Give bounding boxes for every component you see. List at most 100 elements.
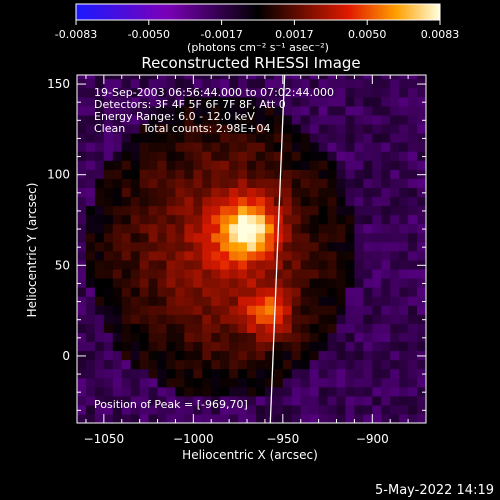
heatmap-cell xyxy=(148,323,159,333)
heatmap-cell xyxy=(264,178,275,188)
heatmap-cell xyxy=(291,241,302,252)
heatmap-cell xyxy=(148,78,159,89)
heatmap-cell xyxy=(193,87,203,98)
heatmap-cell xyxy=(408,133,418,143)
heatmap-cell xyxy=(309,223,320,234)
heatmap-cell xyxy=(166,395,177,406)
heatmap-cell xyxy=(381,105,391,116)
heatmap-cell xyxy=(255,105,266,116)
heatmap-cell xyxy=(336,241,347,252)
heatmap-cell xyxy=(139,223,150,234)
heatmap-cell xyxy=(318,178,329,188)
heatmap-cell xyxy=(85,268,96,279)
heatmap-cell xyxy=(318,241,329,252)
heatmap-cell xyxy=(345,133,356,143)
colorbar-gradient xyxy=(75,3,441,21)
heatmap-cell xyxy=(220,178,230,188)
heatmap-cell xyxy=(408,287,418,297)
heatmap-cell xyxy=(309,250,320,261)
heatmap-cell xyxy=(202,133,212,143)
heatmap-cell xyxy=(121,350,132,361)
heatmap-cell xyxy=(211,142,221,152)
heatmap-cell xyxy=(175,187,185,198)
heatmap-cell xyxy=(408,187,418,198)
heatmap-cell xyxy=(282,413,293,423)
heatmap-cell xyxy=(85,305,96,315)
heatmap-cell xyxy=(390,96,400,107)
heatmap-cell xyxy=(363,368,373,379)
heatmap-cell xyxy=(345,368,356,379)
heatmap-cell xyxy=(300,75,311,80)
footer-date: 5-May-2022 14:19 xyxy=(375,483,494,498)
heatmap-cell xyxy=(238,241,248,252)
heatmap-cell xyxy=(363,96,373,107)
heatmap-cell xyxy=(247,386,257,397)
heatmap-cell xyxy=(139,296,150,306)
heatmap-cell xyxy=(408,123,418,134)
heatmap-cell xyxy=(94,341,105,352)
heatmap-cell xyxy=(77,305,87,315)
heatmap-cell xyxy=(130,223,141,234)
heatmap-cell xyxy=(202,368,212,379)
heatmap-cell xyxy=(264,332,275,343)
heatmap-cell xyxy=(166,413,177,423)
heatmap-cell xyxy=(264,341,275,352)
heatmap-cell xyxy=(103,413,114,423)
heatmap-cell xyxy=(309,259,320,270)
heatmap-cell xyxy=(345,214,356,225)
heatmap-cell xyxy=(327,259,338,270)
heatmap-cell xyxy=(354,114,364,125)
heatmap-cell xyxy=(255,178,266,188)
heatmap-cell xyxy=(327,268,338,279)
heatmap-cell xyxy=(166,142,177,152)
heatmap-cell xyxy=(175,232,185,243)
heatmap-cell xyxy=(238,133,248,143)
heatmap-cell xyxy=(309,368,320,379)
heatmap-cell xyxy=(238,196,248,207)
colorbar-ticks xyxy=(75,20,441,25)
heatmap-cell xyxy=(327,223,338,234)
colorbar-tick-label: 0.0083 xyxy=(421,28,460,41)
heatmap-cell xyxy=(157,259,168,270)
heatmap-cell xyxy=(300,377,311,388)
heatmap-cell xyxy=(130,133,141,143)
heatmap-cell xyxy=(77,386,87,397)
heatmap-cell xyxy=(157,413,168,423)
heatmap-cell xyxy=(166,278,177,288)
heatmap-cell xyxy=(336,187,347,198)
heatmap-cell xyxy=(255,395,266,406)
heatmap-cell xyxy=(336,232,347,243)
heatmap-cell xyxy=(363,214,373,225)
heatmap-cell xyxy=(112,368,123,379)
heatmap-cell xyxy=(157,123,168,134)
heatmap-cell xyxy=(184,133,194,143)
heatmap-cell xyxy=(255,78,266,89)
heatmap-cell xyxy=(112,123,123,134)
heatmap-cell xyxy=(399,78,409,89)
heatmap-cell xyxy=(175,123,185,134)
heatmap-cell xyxy=(94,105,105,116)
heatmap-cell xyxy=(300,196,311,207)
plot-title: Reconstructed RHESSI Image xyxy=(141,54,360,72)
heatmap-cell xyxy=(175,268,185,279)
heatmap-cell xyxy=(282,105,293,116)
heatmap-cell xyxy=(220,196,230,207)
heatmap-cell xyxy=(291,268,302,279)
heatmap-cell xyxy=(318,160,329,170)
heatmap-cell xyxy=(157,359,168,370)
heatmap-cell xyxy=(77,87,87,98)
heatmap-cell xyxy=(166,368,177,379)
heatmap-cell xyxy=(291,413,302,423)
heatmap-cell xyxy=(238,123,248,134)
heatmap-cell xyxy=(345,205,356,216)
heatmap-cell xyxy=(399,160,409,170)
colorbar-tick-label: 0.0017 xyxy=(275,28,314,41)
heatmap-cell xyxy=(381,305,391,315)
heatmap-cell xyxy=(264,114,275,125)
heatmap-cell xyxy=(309,305,320,315)
heatmap-cell xyxy=(300,151,311,161)
heatmap-cell xyxy=(264,105,275,116)
heatmap-cell xyxy=(247,368,257,379)
heatmap-cell xyxy=(121,160,132,170)
heatmap-cell xyxy=(121,196,132,207)
